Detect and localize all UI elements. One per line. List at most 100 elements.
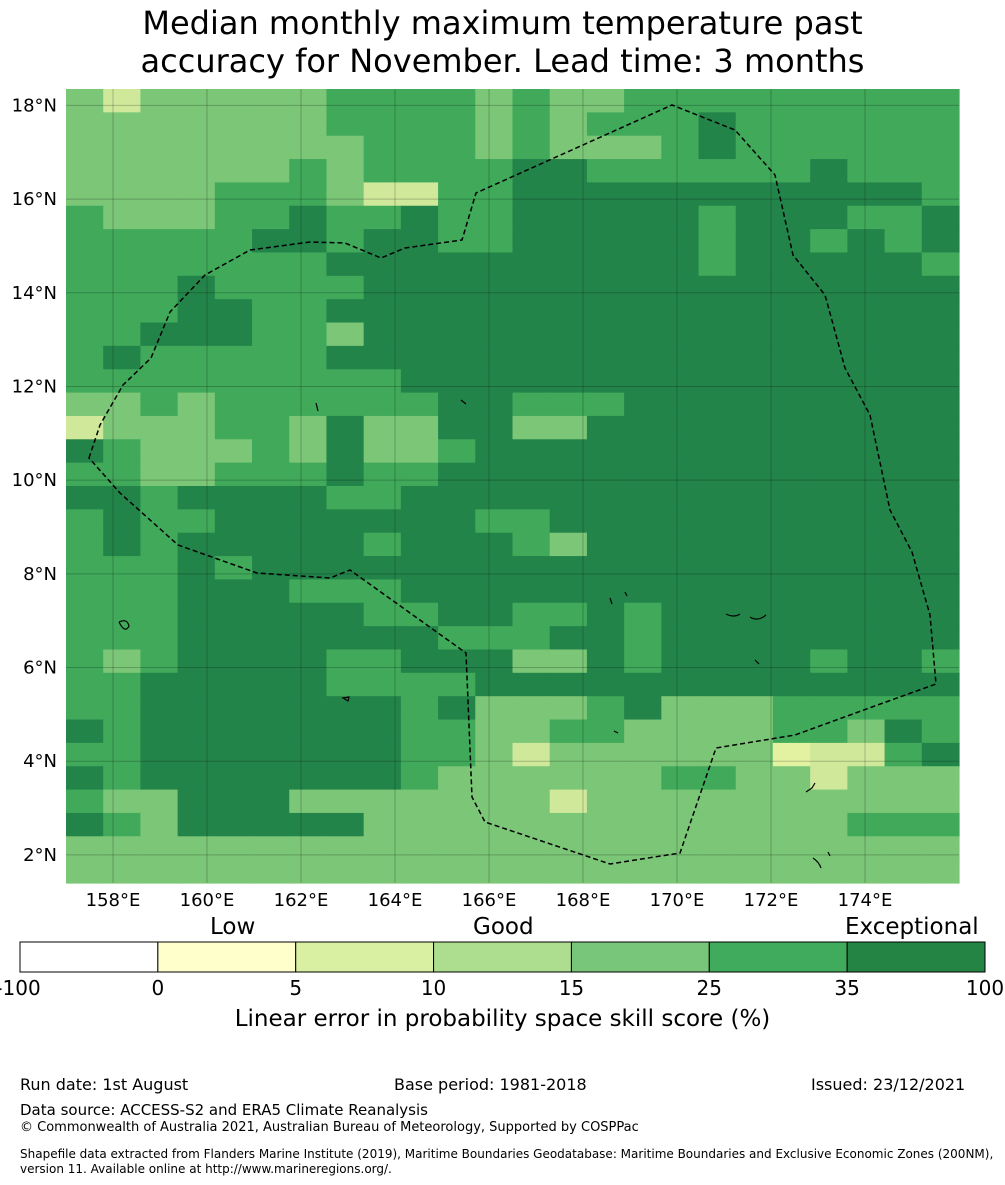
grid-cell [512,345,551,370]
grid-cell [66,369,104,394]
grid-cell [810,439,848,464]
grid-cell [772,486,811,510]
grid-cell [661,299,700,324]
grid-cell [735,392,774,417]
grid-cell [772,299,811,324]
grid-cell [252,299,290,324]
grid-cell [772,275,811,300]
grid-cell [177,812,216,837]
grid-cell [252,159,290,184]
grid-cell [289,556,328,581]
grid-cell [512,89,551,113]
grid-cell [586,252,625,277]
colorbar-tick-label: -100 [0,976,41,1000]
grid-cell [586,89,625,113]
grid-cell [214,275,253,300]
grid-cell [512,462,551,487]
grid-cell [140,532,179,557]
grid-cell [363,182,402,207]
grid-cell [140,462,179,487]
grid-cell [66,112,104,137]
grid-cell [475,229,514,254]
grid-cell [400,742,439,767]
grid-cell [475,112,514,137]
longitude-tick-label: 166°E [462,890,517,911]
grid-cell [326,322,365,347]
grid-cell [549,182,588,207]
grid-cell [661,439,700,464]
grid-cell [363,462,402,487]
grid-cell [475,392,514,417]
longitude-tick-label: 170°E [650,890,705,911]
grid-cell [326,859,365,884]
grid-cell [326,439,365,464]
grid-cell [772,112,811,137]
grid-cell [549,159,588,184]
grid-cell [214,159,253,184]
grid-cell [698,392,737,417]
grid-cell [289,836,328,861]
grid-cell [549,275,588,300]
grid-cell [772,649,811,674]
grid-cell [438,719,476,744]
grid-cell [921,415,960,440]
grid-cell [103,719,142,744]
grid-cell [475,299,514,324]
grid-cell [289,742,328,767]
grid-cell [586,766,625,791]
grid-cell [252,415,290,440]
grid-cell [586,859,625,884]
grid-cell [661,766,700,791]
grid-cell [289,159,328,184]
grid-cell [772,229,811,254]
grid-cell [252,322,290,347]
grid-cell [698,626,737,651]
latitude-tick-label: 4°N [23,751,57,772]
grid-cell [400,322,439,347]
grid-cell [400,392,439,417]
grid-cell [252,252,290,277]
grid-cell [698,275,737,300]
grid-cell [586,439,625,464]
grid-cell [549,789,588,814]
grid-cell [810,696,848,721]
grid-cell [363,696,402,721]
grid-cell [475,859,514,884]
grid-cell [847,462,886,487]
grid-cell [884,532,923,557]
grid-cell [326,672,365,697]
longitude-tick-label: 164°E [368,890,423,911]
grid-cell [66,415,104,440]
grid-cell [289,229,328,254]
grid-cell [140,766,179,791]
grid-cell [512,836,551,861]
grid-cell [735,112,774,137]
grid-cell [289,672,328,697]
grid-cell [252,275,290,300]
grid-cell [475,812,514,837]
grid-cell [810,415,848,440]
grid-cell [475,345,514,370]
grid-cell [586,299,625,324]
grid-cell [735,672,774,697]
grid-cell [772,602,811,627]
grid-cell [735,836,774,861]
grid-cell [884,392,923,417]
grid-cell [177,89,216,113]
grid-cell [884,439,923,464]
grid-cell [214,766,253,791]
grid-cell [698,112,737,137]
grid-cell [252,369,290,394]
grid-cell [772,766,811,791]
grid-cell [140,369,179,394]
grid-cell [177,299,216,324]
grid-cell [252,742,290,767]
grid-cell [326,742,365,767]
grid-cell [66,135,104,160]
grid-cell [921,672,960,697]
grid-cell [438,345,476,370]
grid-cell [214,672,253,697]
grid-cell [438,766,476,791]
grid-cell [847,766,886,791]
grid-cell [438,415,476,440]
